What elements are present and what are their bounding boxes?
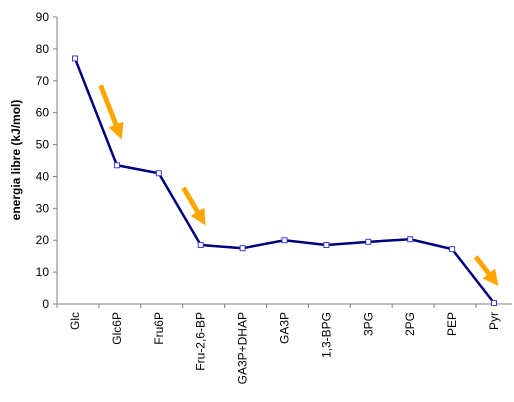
orange-arrow	[181, 186, 206, 226]
x-tick-label: PEP	[445, 312, 459, 336]
y-tick-label: 50	[36, 138, 50, 152]
x-ticks: Glc Glc6P Fru6P Fru-2,6-BP GA3P+DHAP GA3P 1,3-…	[56, 304, 501, 384]
y-tick-label: 40	[36, 169, 50, 183]
y-tick-label: 0	[42, 297, 49, 311]
data-point	[197, 242, 204, 249]
data-point	[239, 245, 246, 252]
data-point	[449, 246, 456, 253]
x-tick-label: GA3P	[278, 312, 292, 344]
x-tick-label: 3PG	[361, 312, 375, 336]
x-tick-label: 2PG	[403, 312, 417, 336]
series-layer	[72, 55, 497, 307]
x-tick-label: 1,3-BPG	[319, 312, 333, 358]
y-ticks: 0 10 20 30 40 50 60 70 80 90	[36, 10, 57, 311]
x-tick-label: Pyr	[487, 312, 501, 330]
x-tick-label: Fru-2,6-BP	[194, 312, 208, 371]
data-point	[281, 237, 288, 244]
series-line	[73, 57, 495, 304]
data-point	[323, 242, 330, 249]
data-point	[407, 236, 414, 243]
data-point	[491, 300, 497, 307]
x-tick-label: GA3P+DHAP	[236, 312, 250, 384]
y-tick-label: 10	[36, 265, 50, 279]
data-point	[113, 162, 120, 169]
x-tick-label: Glc6P	[110, 312, 124, 345]
y-tick-label: 20	[36, 233, 50, 247]
y-tick-label: 30	[36, 201, 50, 215]
x-tick-label: Fru6P	[152, 312, 166, 345]
annotation-arrows	[98, 84, 499, 287]
data-point	[155, 170, 162, 177]
y-tick-label: 80	[36, 42, 50, 56]
orange-arrow	[98, 84, 124, 140]
y-tick-label: 60	[36, 106, 50, 120]
y-tick-label: 90	[36, 10, 50, 24]
y-axis-title: energia libre (kJ/mol)	[9, 100, 23, 221]
orange-arrow	[473, 255, 499, 287]
data-point	[72, 55, 78, 62]
x-tick-label: Glc	[68, 312, 82, 330]
y-tick-label: 70	[36, 74, 50, 88]
data-point	[365, 238, 372, 245]
